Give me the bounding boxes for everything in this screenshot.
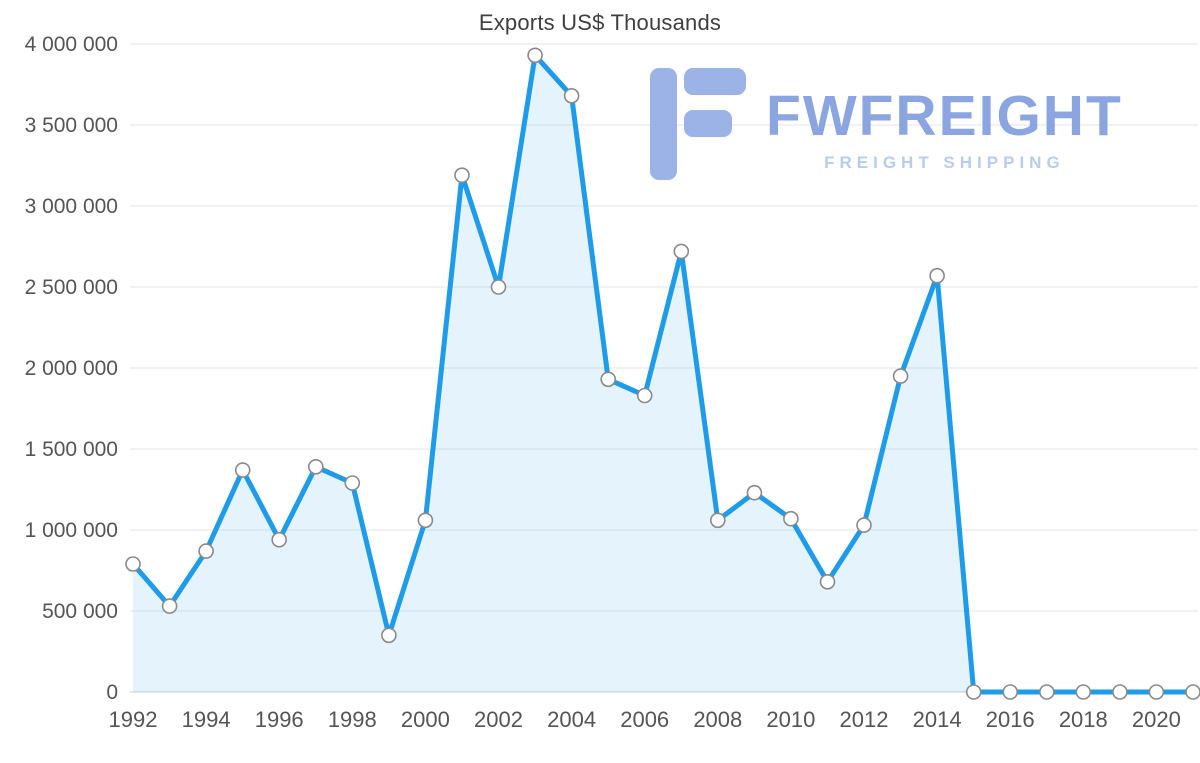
y-axis-label: 2 000 000 bbox=[25, 357, 118, 380]
x-axis-label: 1992 bbox=[109, 707, 158, 732]
data-point-marker[interactable] bbox=[1185, 684, 1200, 700]
data-point-marker[interactable] bbox=[1039, 684, 1055, 700]
x-axis-label: 2006 bbox=[620, 707, 669, 732]
data-point-marker[interactable] bbox=[161, 598, 178, 614]
x-axis-label: 2012 bbox=[840, 707, 889, 732]
y-axis-label: 500 000 bbox=[42, 600, 118, 623]
data-point-marker[interactable] bbox=[673, 243, 690, 260]
y-axis-label: 1 000 000 bbox=[25, 519, 118, 542]
data-point-marker[interactable] bbox=[783, 510, 799, 527]
data-point-marker[interactable] bbox=[1148, 684, 1165, 700]
x-axis-label: 1994 bbox=[182, 707, 231, 732]
data-point-marker[interactable] bbox=[1112, 684, 1128, 700]
data-point-marker[interactable] bbox=[381, 627, 397, 644]
data-point-marker[interactable] bbox=[527, 47, 543, 64]
y-axis-label: 0 bbox=[106, 681, 118, 704]
data-point-marker[interactable] bbox=[234, 462, 251, 478]
y-axis-label: 1 500 000 bbox=[25, 438, 118, 461]
data-point-marker[interactable] bbox=[271, 531, 288, 548]
y-axis-label: 3 500 000 bbox=[25, 114, 118, 137]
y-axis-label: 4 000 000 bbox=[25, 33, 118, 56]
data-point-marker[interactable] bbox=[636, 387, 653, 404]
data-point-marker[interactable] bbox=[198, 543, 214, 559]
chart-title: Exports US$ Thousands bbox=[478, 10, 722, 35]
data-point-marker[interactable] bbox=[563, 88, 580, 104]
x-axis-label: 2014 bbox=[913, 707, 962, 732]
x-axis-label: 2016 bbox=[986, 707, 1035, 732]
data-point-marker[interactable] bbox=[892, 368, 909, 384]
data-point-marker[interactable] bbox=[819, 573, 836, 590]
data-point-marker[interactable] bbox=[1075, 684, 1092, 700]
data-point-marker[interactable] bbox=[600, 371, 617, 388]
x-axis-label: 2002 bbox=[474, 707, 523, 732]
data-point-marker[interactable] bbox=[929, 267, 945, 284]
x-axis-label: 2004 bbox=[547, 707, 596, 732]
x-axis-label: 1996 bbox=[255, 707, 304, 732]
data-point-marker[interactable] bbox=[965, 684, 982, 700]
series-area bbox=[133, 55, 1193, 693]
data-point-marker[interactable] bbox=[746, 484, 763, 501]
data-point-marker[interactable] bbox=[344, 475, 361, 491]
x-axis-label: 2000 bbox=[401, 707, 450, 732]
data-point-marker[interactable] bbox=[454, 167, 470, 183]
data-point-marker[interactable] bbox=[307, 458, 324, 475]
data-point-marker[interactable] bbox=[490, 279, 507, 295]
y-axis-label: 3 000 000 bbox=[25, 195, 118, 218]
data-point-marker[interactable] bbox=[417, 512, 434, 529]
x-axis-label: 2018 bbox=[1059, 707, 1108, 732]
x-axis-label: 2008 bbox=[693, 707, 742, 732]
data-point-marker[interactable] bbox=[709, 512, 726, 529]
data-point-marker[interactable] bbox=[125, 556, 141, 572]
x-axis-label: 1998 bbox=[328, 707, 377, 732]
x-axis-label: 2020 bbox=[1132, 707, 1181, 732]
y-axis-label: 2 500 000 bbox=[25, 276, 118, 299]
data-point-marker[interactable] bbox=[856, 517, 872, 533]
x-axis-label: 2010 bbox=[766, 707, 815, 732]
data-point-marker[interactable] bbox=[1002, 684, 1019, 700]
